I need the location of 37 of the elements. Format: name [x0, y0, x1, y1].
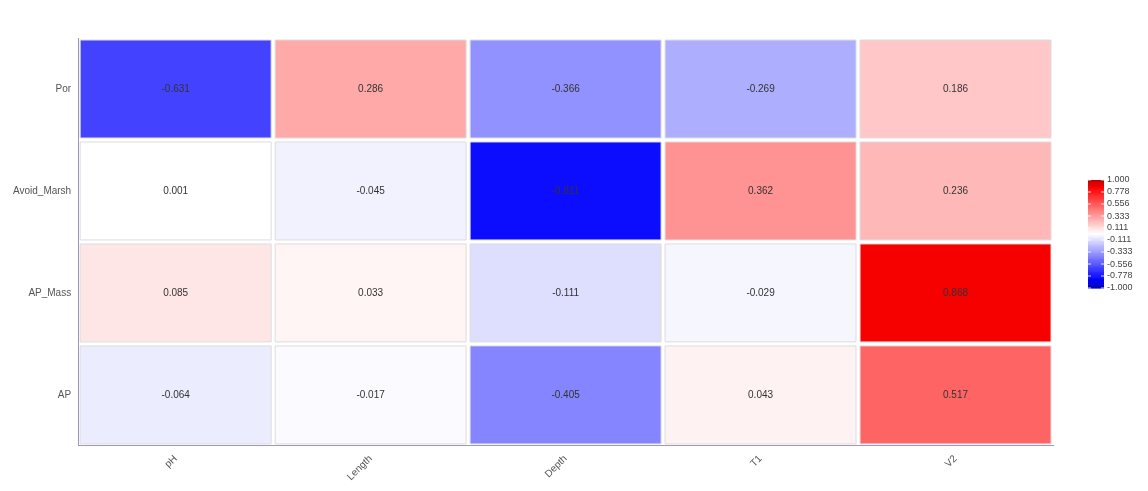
data-label: -0.064 — [161, 388, 191, 400]
data-label: -0.029 — [746, 286, 776, 298]
color-bar-label: 0.778 — [1107, 186, 1130, 197]
data-label: -0.045 — [356, 184, 386, 196]
data-label: 0.236 — [943, 184, 969, 196]
data-label: 0.868 — [943, 286, 969, 298]
color-bar-label: -1.000 — [1107, 282, 1133, 293]
x-tick-label: V2 — [942, 452, 960, 470]
data-label: 0.001 — [163, 184, 189, 196]
data-label: -0.111 — [552, 286, 580, 298]
data-label: 0.043 — [748, 388, 774, 400]
x-tick-label: T1 — [747, 452, 765, 469]
data-label: -0.405 — [551, 388, 581, 400]
color-bar-label: 0.333 — [1107, 210, 1130, 221]
data-label: 0.362 — [748, 184, 774, 196]
data-label: -0.811 — [551, 184, 580, 196]
data-label: 0.186 — [943, 82, 969, 94]
color-bar-label: -0.111 — [1107, 234, 1132, 245]
y-tick-label: Avoid_Marsh — [12, 184, 72, 196]
color-bar-label: 1.000 — [1107, 174, 1130, 185]
data-label: 0.286 — [358, 82, 384, 94]
y-tick-label: Por — [55, 82, 72, 94]
color-bar-label: -0.778 — [1107, 270, 1133, 281]
data-label: -0.269 — [746, 82, 776, 94]
data-label: -0.366 — [551, 82, 581, 94]
y-tick-label: AP — [57, 388, 72, 400]
y-tick-label: AP_Mass — [28, 286, 72, 298]
data-label: 0.517 — [943, 388, 969, 400]
data-label: -0.017 — [356, 388, 386, 400]
color-bar-label: -0.333 — [1107, 246, 1133, 257]
data-label: -0.631 — [161, 82, 191, 94]
color-bar-label: 0.556 — [1107, 198, 1130, 209]
x-tick-label: pH — [162, 452, 180, 470]
data-label: 0.033 — [358, 286, 384, 298]
color-bar-label: 0.111 — [1107, 222, 1129, 233]
color-bar-label: -0.556 — [1107, 258, 1133, 269]
data-label: 0.085 — [163, 286, 189, 298]
